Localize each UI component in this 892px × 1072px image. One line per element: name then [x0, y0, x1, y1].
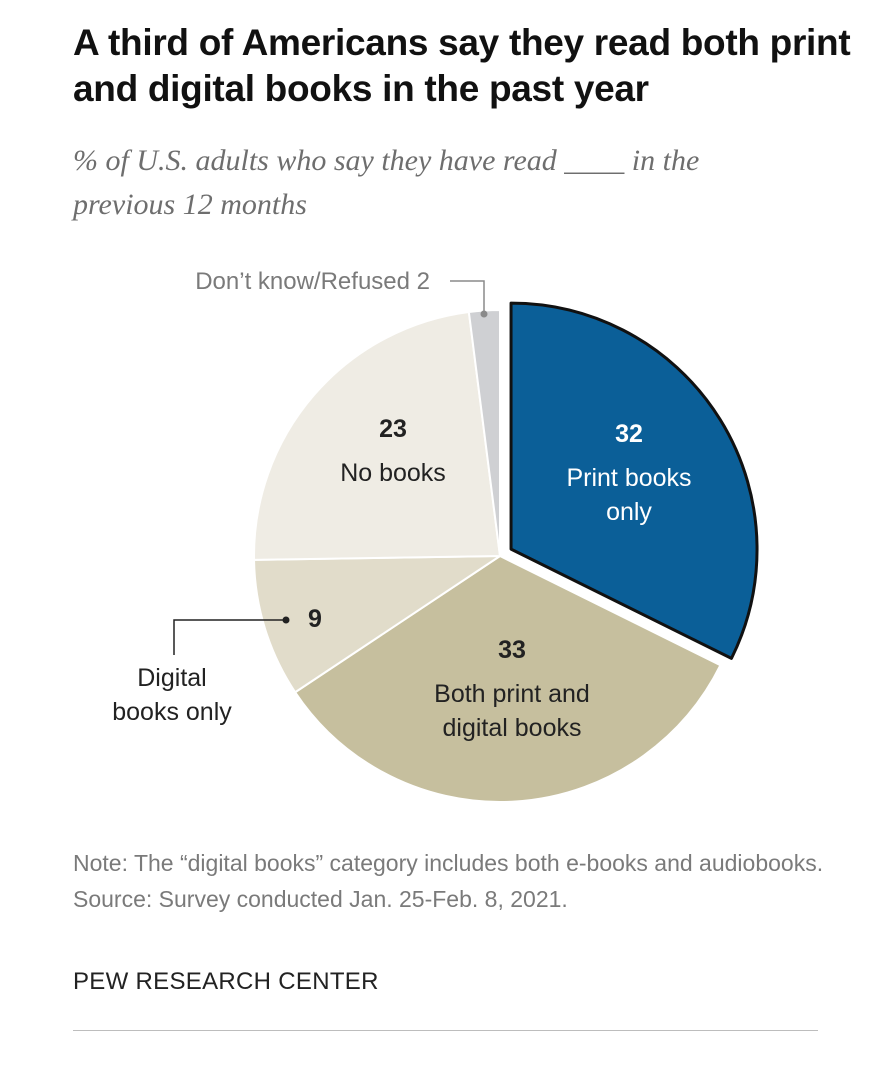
data-label-print-text: only: [606, 498, 652, 526]
pie-slice-print: [509, 301, 759, 660]
pie-slice-both: [294, 555, 722, 803]
source-text: Source: Survey conducted Jan. 25-Feb. 8,…: [73, 886, 568, 912]
note-text: Note: The “digital books” category inclu…: [73, 850, 824, 876]
data-label-dk-text: Don’t know/Refused 2: [195, 268, 430, 295]
data-label-print-value: 32: [615, 420, 643, 448]
data-label-both-text: Both print and: [434, 680, 590, 708]
chart-subtitle: % of U.S. adults who say they have read …: [73, 144, 700, 221]
data-label-none-text: No books: [340, 459, 446, 487]
leader-line-dk: [450, 280, 485, 314]
pie-slice-digital: [253, 555, 501, 694]
credit-logo-text: PEW RESEARCH CENTER: [73, 968, 379, 995]
footer-divider: [73, 1030, 818, 1031]
data-label-print-text: Print books: [566, 464, 691, 492]
data-label-none-value: 23: [379, 415, 407, 443]
data-label-both-value: 33: [498, 636, 526, 664]
data-label-digital-text: Digital: [137, 664, 206, 692]
data-label-digital-text: books only: [112, 698, 232, 726]
data-label-digital-value: 9: [308, 605, 322, 633]
leader-line-digital: [173, 619, 286, 655]
pie-slice-none: [253, 310, 501, 561]
chart-title: A third of Americans say they read both …: [73, 22, 851, 109]
data-label-both-text: digital books: [443, 714, 582, 742]
notes: Note: The “digital books” category inclu…: [73, 845, 833, 917]
